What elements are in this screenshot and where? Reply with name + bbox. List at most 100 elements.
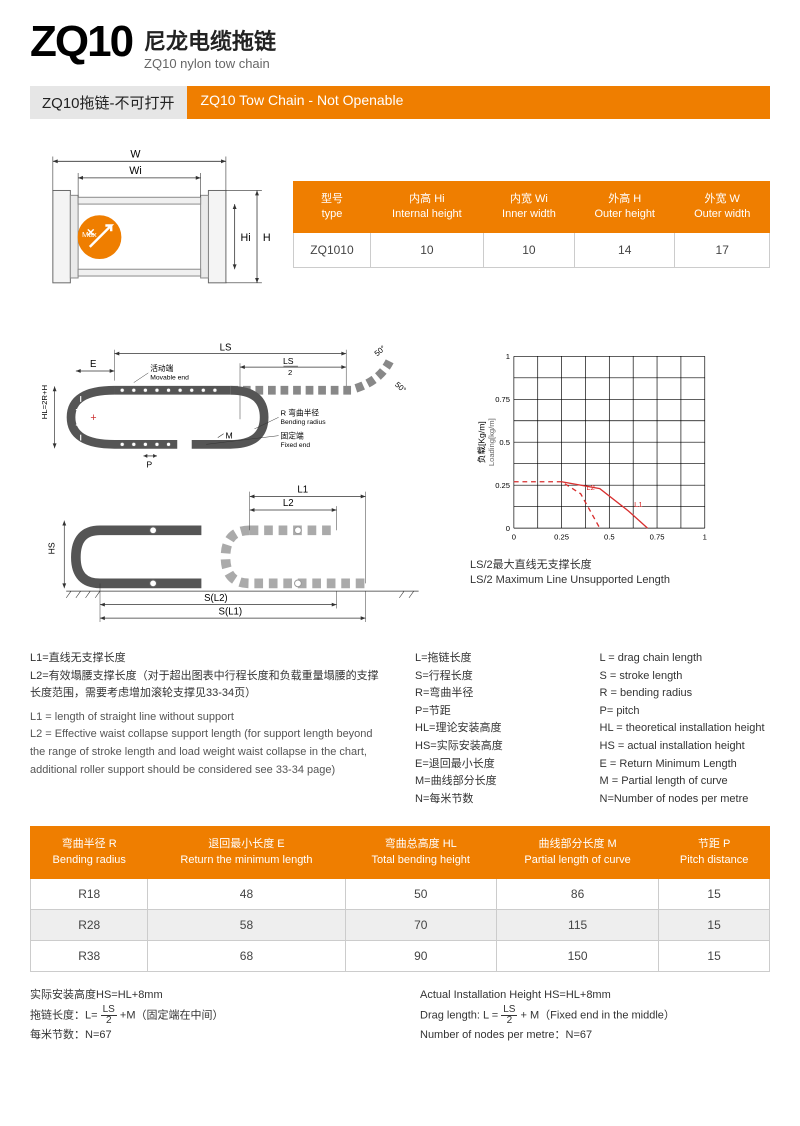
table2-cell: 15 bbox=[659, 910, 770, 941]
table1-header: 外高 HOuter height bbox=[575, 181, 675, 233]
title-block: 尼龙电缆拖链 ZQ10 nylon tow chain bbox=[144, 20, 276, 71]
table2-header: 曲线部分长度 MPartial length of curve bbox=[496, 827, 658, 879]
table1-cell: 10 bbox=[370, 233, 483, 268]
def-line: R=弯曲半径 bbox=[415, 685, 586, 703]
table1-cell: ZQ1010 bbox=[294, 233, 371, 268]
svg-text:50°: 50° bbox=[373, 344, 388, 358]
svg-text:W: W bbox=[130, 148, 141, 160]
definitions-right: L=拖链长度S=行程长度R=弯曲半径P=节距HL=理论安装高度HS=实际安装高度… bbox=[415, 650, 770, 808]
spec-table-1: 型号type内高 HiInternal height内宽 WiInner wid… bbox=[293, 181, 770, 269]
svg-text:Max: Max bbox=[82, 230, 97, 239]
def-line: HL=理论安装高度 bbox=[415, 720, 586, 738]
table2-cell: 115 bbox=[496, 910, 658, 941]
svg-text:Bending radius: Bending radius bbox=[281, 419, 327, 426]
table2-header: 弯曲总高度 HLTotal bending height bbox=[345, 827, 496, 879]
svg-text:2: 2 bbox=[288, 368, 292, 377]
table2-cell: 90 bbox=[345, 941, 496, 972]
chain-diagrams: LS LS 2 E bbox=[30, 342, 450, 625]
load-chart: 负载[Kg/m] Loading[kg/m] 00.250.50.751 00.… bbox=[470, 342, 770, 625]
footer-cn: 实际安装高度HS=HL+8mm拖链长度：L= LS2 +M（固定端在中间）每米节… bbox=[30, 986, 380, 1044]
table2-cell: 58 bbox=[148, 910, 345, 941]
footer-line: 拖链长度：L= LS2 +M（固定端在中间） bbox=[30, 1005, 380, 1026]
svg-text:+: + bbox=[90, 412, 96, 424]
svg-text:Fixed end: Fixed end bbox=[281, 442, 311, 449]
table2-row: R28587011515 bbox=[31, 910, 770, 941]
table1-header: 外宽 WOuter width bbox=[675, 181, 770, 233]
svg-text:Hi: Hi bbox=[240, 232, 250, 244]
table2-cell: 50 bbox=[345, 879, 496, 910]
def-line: HL = theoretical installation height bbox=[600, 720, 771, 738]
table1-cell: 17 bbox=[675, 233, 770, 268]
table2-cell: 48 bbox=[148, 879, 345, 910]
def-line: P= pitch bbox=[600, 703, 771, 721]
svg-text:H: H bbox=[263, 232, 271, 244]
svg-text:L2: L2 bbox=[283, 498, 294, 509]
table2-cell: 86 bbox=[496, 879, 658, 910]
def-line: HS = actual installation height bbox=[600, 738, 771, 756]
table1-header: 内宽 WiInner width bbox=[483, 181, 574, 233]
def-line: E = Return Minimum Length bbox=[600, 756, 771, 774]
footer-line: 每米节数：N=67 bbox=[30, 1026, 380, 1045]
svg-text:LS: LS bbox=[220, 343, 232, 354]
svg-text:0.25: 0.25 bbox=[495, 481, 510, 490]
svg-text:固定端: 固定端 bbox=[281, 431, 304, 441]
def-line: L2=有效塌腰支撑长度（对于超出图表中行程长度和负载重量塌腰的支撑长度范围，需要… bbox=[30, 668, 385, 703]
svg-text:HL=2R+H: HL=2R+H bbox=[40, 385, 49, 419]
svg-text:E: E bbox=[90, 359, 97, 370]
table1-header: 内高 HiInternal height bbox=[370, 181, 483, 233]
def-line: P=节距 bbox=[415, 703, 586, 721]
def-line: HS=实际安装高度 bbox=[415, 738, 586, 756]
svg-text:S(L2): S(L2) bbox=[204, 593, 228, 604]
table2-cell: 15 bbox=[659, 941, 770, 972]
def-line: L = drag chain length bbox=[600, 650, 771, 668]
def-line: R = bending radius bbox=[600, 685, 771, 703]
table2-cell: R38 bbox=[31, 941, 148, 972]
footer-line: Actual Installation Height HS=HL+8mm bbox=[420, 986, 770, 1005]
footer-notes: 实际安装高度HS=HL+8mm拖链长度：L= LS2 +M（固定端在中间）每米节… bbox=[30, 986, 770, 1044]
section-bar: ZQ10拖链-不可打开 ZQ10 Tow Chain - Not Openabl… bbox=[30, 86, 770, 119]
svg-text:HS: HS bbox=[47, 542, 57, 554]
svg-text:P: P bbox=[146, 460, 152, 470]
table2-cell: 15 bbox=[659, 879, 770, 910]
def-line: L1=直线无支撑长度 bbox=[30, 650, 385, 668]
svg-text:1: 1 bbox=[703, 533, 707, 542]
page-header: ZQ10 尼龙电缆拖链 ZQ10 nylon tow chain bbox=[30, 20, 770, 71]
def-line: N=每米节数 bbox=[415, 791, 586, 809]
definitions-left: L1=直线无支撑长度L2=有效塌腰支撑长度（对于超出图表中行程长度和负载重量塌腰… bbox=[30, 650, 385, 808]
svg-text:0.75: 0.75 bbox=[650, 533, 665, 542]
table2-cell: R18 bbox=[31, 879, 148, 910]
definitions: L1=直线无支撑长度L2=有效塌腰支撑长度（对于超出图表中行程长度和负载重量塌腰… bbox=[30, 650, 770, 808]
svg-text:0.5: 0.5 bbox=[499, 438, 510, 447]
svg-text:R 弯曲半径: R 弯曲半径 bbox=[281, 407, 320, 417]
title-cn: 尼龙电缆拖链 bbox=[144, 24, 276, 56]
def-line: L=拖链长度 bbox=[415, 650, 586, 668]
svg-text:M: M bbox=[226, 431, 233, 441]
table1-cell: 10 bbox=[483, 233, 574, 268]
row-chain-chart: LS LS 2 E bbox=[30, 342, 770, 625]
svg-text:Movable end: Movable end bbox=[150, 375, 189, 382]
table2-cell: 70 bbox=[345, 910, 496, 941]
def-line: E=退回最小长度 bbox=[415, 756, 586, 774]
svg-text:0: 0 bbox=[506, 524, 510, 533]
footer-line: 实际安装高度HS=HL+8mm bbox=[30, 986, 380, 1005]
section-bar-right: ZQ10 Tow Chain - Not Openable bbox=[187, 86, 770, 119]
svg-text:1: 1 bbox=[506, 352, 510, 361]
def-line: M=曲线部分长度 bbox=[415, 773, 586, 791]
table2-cell: 68 bbox=[148, 941, 345, 972]
def-line: M = Partial length of curve bbox=[600, 773, 771, 791]
def-line: S=行程长度 bbox=[415, 668, 586, 686]
cross-section-diagram: Max W Wi Hi H bbox=[30, 137, 275, 312]
footer-line: Drag length: L = LS2 + M（Fixed end in th… bbox=[420, 1005, 770, 1026]
svg-text:Loading[kg/m]: Loading[kg/m] bbox=[487, 418, 496, 466]
svg-text:0.25: 0.25 bbox=[554, 533, 569, 542]
table2-header: 退回最小长度 EReturn the minimum length bbox=[148, 827, 345, 879]
footer-line: Number of nodes per metre：N=67 bbox=[420, 1026, 770, 1045]
svg-text:50°: 50° bbox=[393, 380, 408, 394]
table1-header: 型号type bbox=[294, 181, 371, 233]
svg-text:活动端: 活动端 bbox=[150, 363, 173, 373]
table2-row: R1848508615 bbox=[31, 879, 770, 910]
chart-caption-cn: LS/2最大直线无支撑长度 bbox=[470, 558, 770, 573]
product-code: ZQ10 bbox=[30, 20, 132, 64]
spec-table-2: 弯曲半径 RBending radius退回最小长度 EReturn the m… bbox=[30, 826, 770, 972]
svg-text:0.75: 0.75 bbox=[495, 395, 510, 404]
